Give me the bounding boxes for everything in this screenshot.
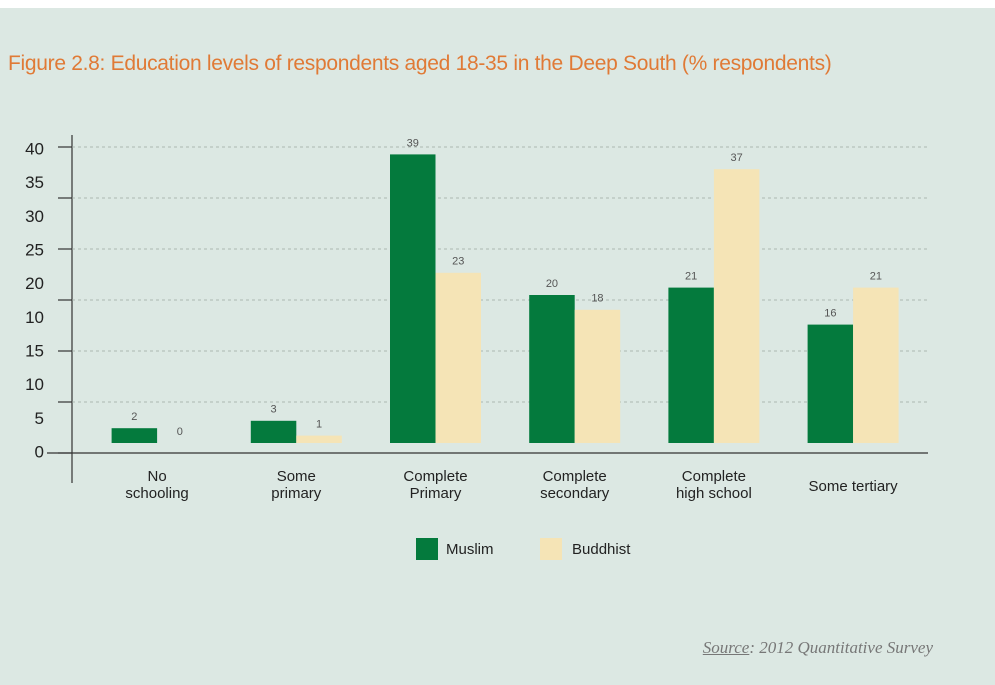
bar xyxy=(807,324,854,443)
legend-label: Buddhist xyxy=(572,541,631,558)
bar xyxy=(111,428,158,443)
x-tick-label: Complete high school xyxy=(675,468,752,502)
value-label: 0 xyxy=(177,426,183,438)
value-label: 1 xyxy=(316,419,322,431)
bar xyxy=(390,154,436,443)
y-tick-label: 10 xyxy=(25,375,44,394)
bar xyxy=(668,287,714,443)
x-tick-label: Complete Primary xyxy=(403,468,468,502)
y-tick-label: 15 xyxy=(25,341,44,360)
value-label: 2 xyxy=(131,411,137,423)
chart: 40353025201015105020313923201821371621Mu… xyxy=(25,135,928,560)
y-tick-label: 10 xyxy=(25,308,44,327)
y-tick-label: 40 xyxy=(25,139,44,158)
bar xyxy=(853,287,899,443)
x-tick-label: No schooling xyxy=(125,468,189,502)
value-label: 23 xyxy=(452,256,464,268)
x-tick-label: Complete secondary xyxy=(540,468,610,502)
value-label: 21 xyxy=(870,271,882,283)
y-tick-label: 0 xyxy=(35,442,44,461)
bar xyxy=(250,420,297,443)
legend-label: Muslim xyxy=(446,541,494,558)
legend-swatch xyxy=(416,538,438,560)
bar xyxy=(529,295,575,443)
value-label: 18 xyxy=(591,293,603,305)
value-label: 39 xyxy=(407,137,419,149)
x-tick-label: Some primary xyxy=(271,468,322,502)
y-tick-label: 35 xyxy=(25,173,44,192)
value-label: 37 xyxy=(731,152,743,164)
chart-title: Figure 2.8: Education levels of responde… xyxy=(8,52,832,75)
source: Source: 2012 Quantitative Survey xyxy=(703,638,933,658)
page: 40 35 30 25 20 10 15 10 5 0 2 0 3 1 39 23 20 18 21 37 16 21 Mu… xyxy=(0,8,995,685)
value-label: 21 xyxy=(685,271,697,283)
legend-swatch xyxy=(540,538,562,560)
value-label: 16 xyxy=(824,308,836,320)
y-tick-label: 5 xyxy=(35,409,44,428)
bar xyxy=(574,309,621,443)
value-label: 20 xyxy=(546,278,558,290)
bar xyxy=(713,169,760,443)
bar xyxy=(296,435,342,443)
x-tick-label: Some tertiary xyxy=(808,478,898,495)
y-tick-label: 20 xyxy=(25,274,44,293)
source-label: Source xyxy=(702,638,750,657)
source-text: : 2012 Quantitative Survey xyxy=(749,638,933,657)
bar xyxy=(435,272,481,443)
value-label: 3 xyxy=(270,404,276,416)
y-tick-label: 25 xyxy=(25,240,44,259)
y-tick-label: 30 xyxy=(25,207,44,226)
